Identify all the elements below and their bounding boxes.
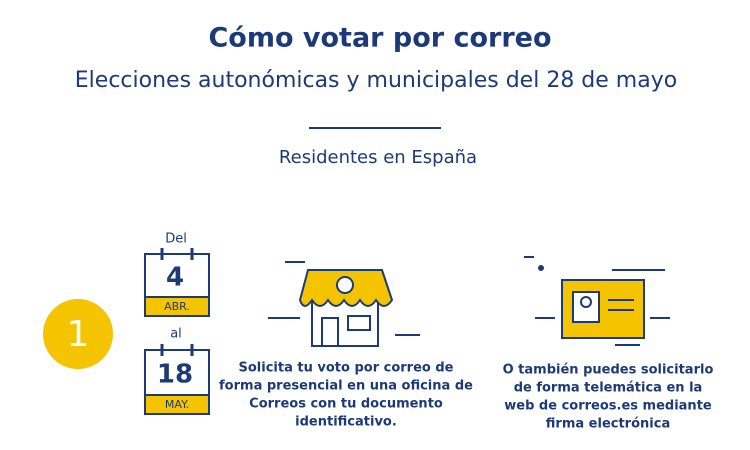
option-line: web de correos.es mediante (504, 399, 712, 414)
option-line: de forma telemática en la (514, 381, 703, 396)
section-title: Residentes en España (279, 147, 477, 168)
option-text: O también puedes solicitarlo de forma tel… (503, 363, 714, 432)
id-card-icon (524, 256, 670, 346)
subtitle: Elecciones autonómicas y municipales del… (75, 68, 677, 93)
store-icon (268, 261, 420, 347)
option-line: identificativo. (295, 415, 397, 430)
date-label: al (170, 327, 182, 342)
calendar (144, 248, 210, 317)
date-day: 18 (157, 360, 193, 390)
date-label: Del (165, 232, 187, 247)
step-badge (43, 299, 113, 369)
option-line: forma presencial en una oficina de (219, 379, 473, 394)
step-number: 1 (67, 314, 90, 355)
date-month: ABR. (164, 300, 190, 313)
option-line: Solicita tu voto por correo de (239, 361, 454, 376)
option-line: O también puedes solicitarlo (503, 363, 714, 378)
date-month: MAY. (165, 398, 189, 411)
option-line: Correos con tu documento (249, 397, 443, 412)
calendar (144, 344, 210, 415)
date-day: 4 (166, 263, 184, 293)
option-text: Solicita tu voto por correo de forma pres… (219, 361, 473, 430)
option-line: firma electrónica (546, 417, 670, 432)
title: Cómo votar por correo (208, 23, 551, 54)
